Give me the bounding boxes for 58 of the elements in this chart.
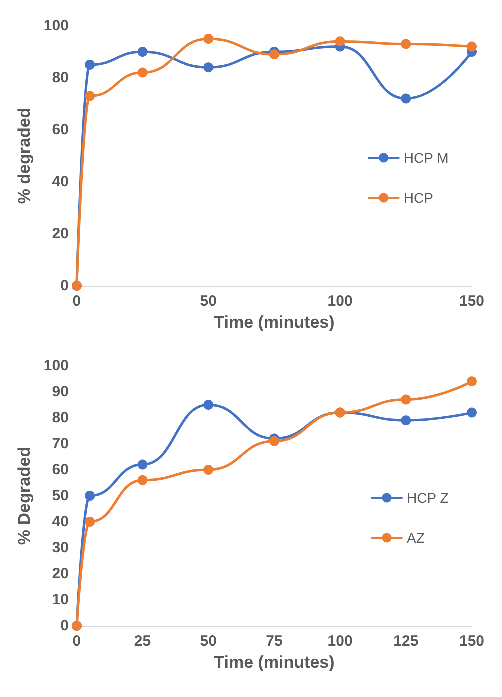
x-tick-label: 0: [72, 633, 82, 650]
legend-label: AZ: [407, 530, 426, 546]
point: [401, 416, 412, 426]
x-tick-label: 100: [328, 293, 353, 310]
point: [467, 408, 477, 418]
y-axis-title: % Degraded: [15, 446, 34, 546]
point: [85, 60, 96, 70]
x-axis-title: Time (minutes): [214, 652, 335, 672]
y-tick-label: 60: [52, 462, 69, 478]
point: [335, 36, 346, 47]
legend-label: HCP M: [404, 150, 449, 166]
y-tick-label: 100: [44, 358, 69, 374]
point: [401, 94, 412, 104]
point: [138, 68, 148, 78]
y-tick-label: 40: [52, 174, 69, 190]
y-tick-label: 10: [52, 592, 69, 608]
point: [85, 517, 96, 527]
point: [467, 42, 477, 52]
y-tick-label: 0: [60, 618, 69, 634]
x-tick-label: 75: [266, 633, 283, 650]
point: [467, 376, 477, 387]
point: [401, 39, 412, 50]
point: [138, 475, 148, 486]
y-tick-label: 30: [52, 540, 69, 556]
y-tick-label: 0: [60, 278, 69, 294]
x-tick-label: 100: [328, 633, 353, 650]
y-tick-label: 20: [52, 226, 69, 242]
y-tick-label: 80: [52, 70, 69, 86]
y-tick-label: 60: [52, 122, 69, 138]
point: [269, 436, 280, 446]
point: [269, 50, 280, 60]
x-tick-label: 25: [134, 633, 152, 650]
point: [204, 465, 214, 475]
point: [204, 34, 214, 44]
x-tick-label: 0: [72, 293, 82, 310]
y-axis-title: % degraded: [15, 108, 34, 204]
y-tick-label: 100: [44, 18, 69, 34]
legend-label: HCP Z: [407, 490, 450, 506]
y-tick-label: 90: [52, 384, 69, 400]
y-tick-label: 20: [52, 566, 69, 582]
x-tick-label: 150: [459, 633, 485, 650]
x-tick-label: 150: [459, 293, 485, 310]
x-tick-label: 50: [200, 293, 217, 310]
y-tick-label: 80: [52, 410, 69, 426]
point: [138, 47, 148, 57]
point: [138, 460, 148, 470]
x-tick-label: 125: [394, 633, 419, 650]
point: [85, 91, 96, 102]
x-tick-label: 50: [200, 633, 217, 650]
point: [401, 394, 412, 405]
point: [204, 400, 214, 410]
point: [85, 491, 96, 501]
point: [204, 62, 214, 73]
x-axis-title: Time (minutes): [214, 312, 335, 332]
legend-label: HCP: [404, 190, 434, 206]
y-tick-label: 70: [52, 436, 69, 452]
y-tick-label: 50: [52, 488, 69, 504]
y-tick-label: 40: [52, 514, 69, 530]
